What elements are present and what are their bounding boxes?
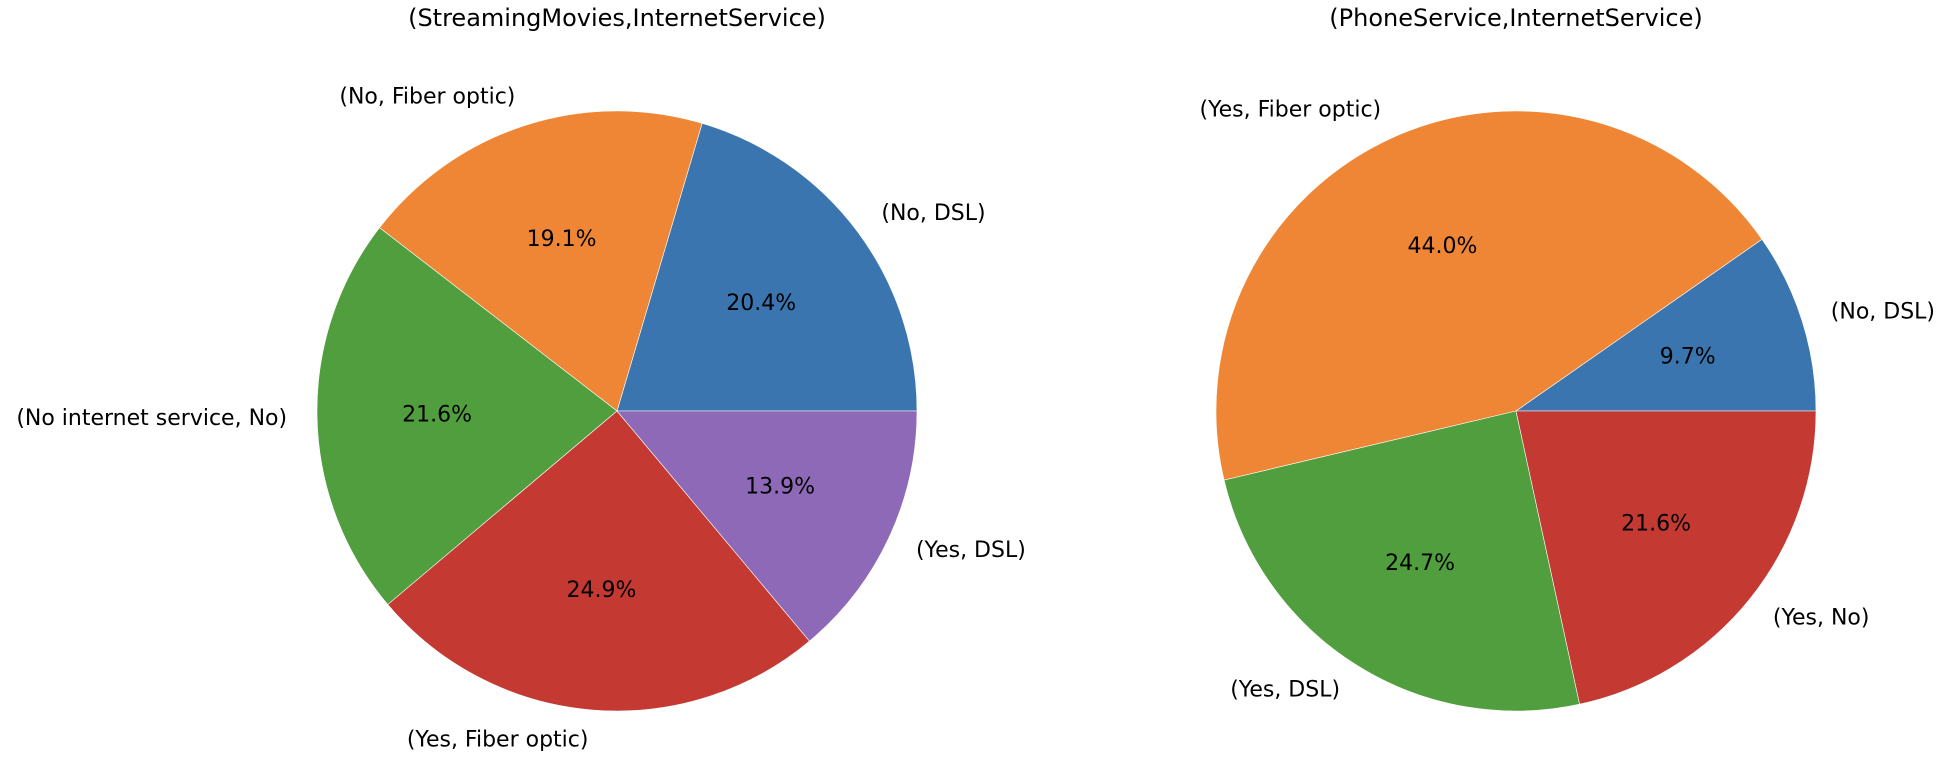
pie-slice-no-fiber-optic <box>379 110 703 412</box>
pie-slice-yes-no <box>1515 410 1817 705</box>
pie-slice-yes-fiber-optic <box>387 410 810 712</box>
slice-percent-label: 19.1% <box>527 227 597 252</box>
slice-percent-label: 21.6% <box>402 402 472 427</box>
slice-category-label: (Yes, DSL) <box>1230 678 1340 703</box>
slice-category-label: (No internet service, No) <box>16 406 287 431</box>
slice-percent-label: 13.9% <box>745 475 815 500</box>
slice-percent-label: 24.9% <box>567 578 637 603</box>
pie-slice-no-internet-service-no <box>316 227 618 605</box>
pie-slice-no-dsl <box>616 122 918 412</box>
slice-category-label: (Yes, Fiber optic) <box>1200 97 1382 122</box>
pie-slice-no-dsl <box>1515 238 1817 412</box>
chart-title: (PhoneService,InternetService) <box>1329 4 1702 32</box>
slice-category-label: (No, Fiber optic) <box>339 85 515 110</box>
slice-category-label: (Yes, Fiber optic) <box>407 727 589 752</box>
slice-category-label: (No, DSL) <box>881 201 985 226</box>
phone-service-pie-chart: (PhoneService,InternetService) 9.7% (No, … <box>1200 4 1935 712</box>
slice-percent-label: 44.0% <box>1407 234 1477 259</box>
slice-category-label: (Yes, No) <box>1773 606 1870 631</box>
slice-percent-label: 9.7% <box>1660 344 1716 369</box>
pie-slice-yes-dsl <box>616 410 918 642</box>
slice-percent-label: 24.7% <box>1385 551 1455 576</box>
slice-percent-label: 20.4% <box>726 291 796 316</box>
pie-slice-yes-fiber-optic <box>1215 110 1763 481</box>
chart-title: (StreamingMovies,InternetService) <box>408 4 826 32</box>
slice-category-label: (Yes, DSL) <box>916 538 1026 563</box>
slice-percent-label: 21.6% <box>1621 511 1691 536</box>
pie-slice-yes-dsl <box>1223 410 1580 712</box>
streaming-movies-pie-chart: (StreamingMovies,InternetService) 20.4% (… <box>16 4 1025 752</box>
slice-category-label: (No, DSL) <box>1831 299 1935 324</box>
